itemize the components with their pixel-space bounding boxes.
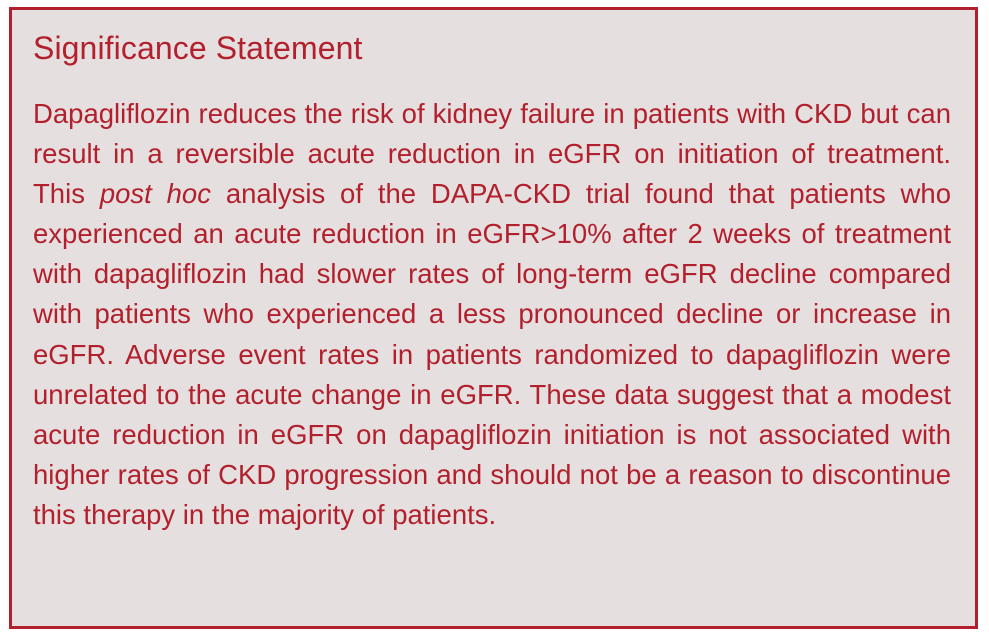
statement-body-part-1: Dapagliflozin reduces the risk of kidney… <box>33 98 951 210</box>
statement-body-part-2: analysis of the DAPA-CKD trial found tha… <box>33 178 951 530</box>
statement-body-italic: post hoc <box>99 178 211 210</box>
statement-title: Significance Statement <box>33 30 363 66</box>
significance-statement-box: Significance Statement Dapagliflozin red… <box>9 7 978 629</box>
statement-body: Dapagliflozin reduces the risk of kidney… <box>33 94 951 535</box>
